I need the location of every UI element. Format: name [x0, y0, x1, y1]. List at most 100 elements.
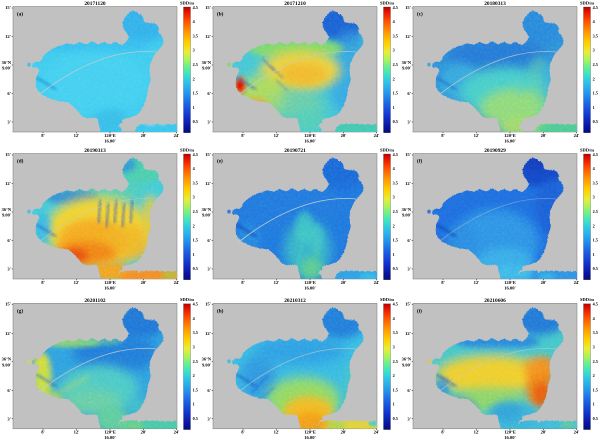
svg-text:2.5: 2.5 [193, 209, 198, 214]
svg-text:12': 12' [205, 331, 211, 336]
svg-text:2.5: 2.5 [393, 62, 398, 67]
svg-text:SDD/m: SDD/m [580, 297, 594, 302]
svg-text:(h): (h) [217, 307, 224, 314]
svg-text:9.00': 9.00' [202, 362, 211, 367]
svg-text:2: 2 [393, 76, 395, 81]
svg-text:2: 2 [193, 373, 195, 378]
svg-text:0.5: 0.5 [593, 416, 598, 421]
svg-text:20': 20' [341, 430, 347, 435]
svg-text:20210606: 20210606 [484, 298, 506, 304]
svg-text:2: 2 [593, 373, 595, 378]
svg-text:1.5: 1.5 [393, 387, 398, 392]
svg-text:15': 15' [5, 302, 11, 307]
svg-text:9.00': 9.00' [202, 66, 211, 71]
svg-text:8': 8' [241, 280, 245, 285]
svg-text:2.5: 2.5 [193, 62, 198, 67]
svg-text:6': 6' [407, 91, 411, 96]
svg-text:36°N: 36°N [402, 60, 412, 65]
svg-text:6': 6' [7, 91, 11, 96]
svg-text:20': 20' [341, 133, 347, 138]
svg-text:16.00': 16.00' [104, 285, 116, 290]
svg-text:36°N: 36°N [202, 357, 212, 362]
svg-text:36°N: 36°N [402, 207, 412, 212]
svg-text:(i): (i) [417, 307, 422, 314]
svg-text:6': 6' [207, 238, 211, 243]
svg-text:12': 12' [205, 181, 211, 186]
svg-text:9.00': 9.00' [2, 213, 11, 218]
svg-text:24': 24' [174, 133, 180, 138]
svg-text:12': 12' [274, 133, 280, 138]
svg-text:1: 1 [593, 402, 595, 407]
svg-text:6': 6' [7, 238, 11, 243]
svg-text:6': 6' [207, 91, 211, 96]
svg-text:24': 24' [174, 280, 180, 285]
svg-text:24': 24' [174, 430, 180, 435]
svg-text:36°N: 36°N [402, 357, 412, 362]
svg-text:120°E: 120°E [304, 133, 316, 138]
svg-text:3': 3' [7, 417, 11, 422]
svg-text:1: 1 [593, 252, 595, 257]
svg-text:24': 24' [574, 430, 580, 435]
svg-text:9.00': 9.00' [402, 213, 411, 218]
svg-text:SDD/m: SDD/m [180, 147, 194, 152]
svg-text:120°E: 120°E [504, 430, 516, 435]
svg-text:1: 1 [193, 402, 195, 407]
svg-text:12': 12' [474, 430, 480, 435]
svg-text:3': 3' [7, 120, 11, 125]
svg-text:2.5: 2.5 [593, 209, 598, 214]
svg-text:15': 15' [405, 302, 411, 307]
svg-text:3': 3' [207, 267, 211, 272]
svg-text:36°N: 36°N [2, 60, 12, 65]
svg-text:0.5: 0.5 [193, 416, 198, 421]
svg-text:3: 3 [393, 195, 395, 200]
svg-text:120°E: 120°E [104, 133, 116, 138]
svg-text:3.5: 3.5 [393, 180, 398, 185]
svg-text:20190313: 20190313 [84, 148, 106, 154]
svg-text:120°E: 120°E [104, 280, 116, 285]
svg-text:20190721: 20190721 [284, 148, 306, 154]
svg-text:4.5: 4.5 [193, 5, 198, 10]
svg-text:9.00': 9.00' [402, 362, 411, 367]
svg-text:3.5: 3.5 [593, 180, 598, 185]
svg-text:16.00': 16.00' [304, 435, 316, 440]
svg-text:3': 3' [207, 417, 211, 422]
svg-text:8': 8' [241, 133, 245, 138]
svg-text:16.00': 16.00' [104, 435, 116, 440]
svg-text:1.5: 1.5 [193, 238, 198, 243]
svg-text:2.5: 2.5 [593, 62, 598, 67]
svg-text:3.5: 3.5 [193, 330, 198, 335]
svg-text:24': 24' [374, 430, 380, 435]
svg-text:(f): (f) [417, 158, 422, 165]
svg-text:4: 4 [393, 19, 396, 24]
svg-text:0.5: 0.5 [593, 266, 598, 271]
svg-text:15': 15' [5, 5, 11, 10]
svg-text:0.5: 0.5 [393, 416, 398, 421]
svg-text:24': 24' [574, 133, 580, 138]
svg-text:2: 2 [393, 373, 395, 378]
svg-text:(b): (b) [217, 11, 224, 18]
svg-text:9.00': 9.00' [2, 362, 11, 367]
svg-text:0.5: 0.5 [593, 119, 598, 124]
svg-text:8': 8' [41, 430, 45, 435]
svg-text:2: 2 [393, 223, 395, 228]
svg-text:12': 12' [5, 34, 11, 39]
svg-text:SDD/m: SDD/m [580, 147, 594, 152]
svg-text:20': 20' [541, 280, 547, 285]
svg-text:4.5: 4.5 [593, 5, 598, 10]
svg-text:16.00': 16.00' [104, 138, 116, 143]
svg-text:2: 2 [593, 223, 595, 228]
svg-text:12': 12' [405, 34, 411, 39]
svg-text:2: 2 [593, 76, 595, 81]
svg-text:4: 4 [193, 19, 196, 24]
svg-text:120°E: 120°E [304, 430, 316, 435]
svg-text:8': 8' [441, 430, 445, 435]
svg-text:12': 12' [5, 331, 11, 336]
svg-text:120°E: 120°E [104, 430, 116, 435]
svg-text:2.5: 2.5 [593, 359, 598, 364]
svg-text:12': 12' [5, 181, 11, 186]
svg-text:4.5: 4.5 [193, 302, 198, 307]
svg-text:1.5: 1.5 [193, 91, 198, 96]
svg-text:(g): (g) [17, 307, 23, 314]
svg-text:0.5: 0.5 [193, 266, 198, 271]
svg-text:15': 15' [5, 152, 11, 157]
